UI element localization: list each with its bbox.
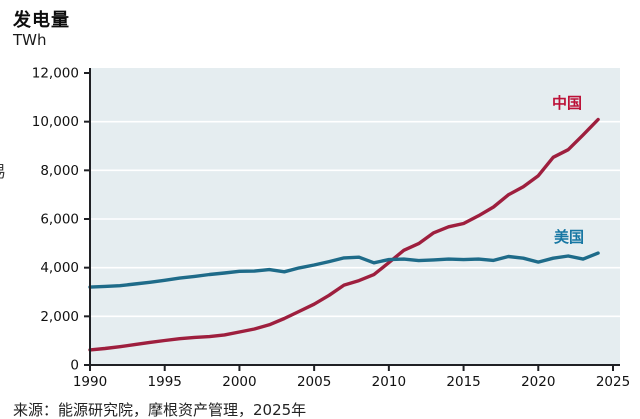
plot-area <box>90 68 620 365</box>
y-tick-label: 8,000 <box>40 163 79 179</box>
x-tick-label: 1995 <box>148 374 182 390</box>
x-tick-label: 2005 <box>297 374 331 390</box>
plot-background <box>90 68 620 365</box>
chart-title: 发电量 <box>13 10 70 31</box>
x-tick-label: 2010 <box>372 374 406 390</box>
left-edge-clipped-text: 易 <box>0 158 6 182</box>
china-line <box>88 117 600 352</box>
source-note: 来源：能源研究院，摩根资产管理，2025年 <box>13 401 307 419</box>
series-label-us: 美国 <box>554 228 584 246</box>
x-tick-label: 1990 <box>73 374 107 390</box>
y-tick-label: 10,000 <box>32 114 79 130</box>
series-label-china: 中国 <box>552 94 582 112</box>
axes: 0 2,000 4,000 6,000 8,000 10,000 12,000 1990 199… <box>32 66 630 391</box>
y-tick-label: 12,000 <box>32 66 79 82</box>
x-tick-label: 2015 <box>446 374 480 390</box>
series-lines <box>88 117 600 352</box>
y-tick-label: 6,000 <box>40 212 79 228</box>
y-tick-label: 4,000 <box>40 260 79 276</box>
y-tick-label: 2,000 <box>40 309 79 325</box>
y-tick-label: 0 <box>70 358 79 374</box>
x-tick-label: 2025 <box>596 374 630 390</box>
us-line <box>88 251 600 289</box>
x-tick-label: 2020 <box>521 374 555 390</box>
x-tick-label: 2000 <box>222 374 256 390</box>
y-axis-unit-label: TWh <box>13 31 47 49</box>
